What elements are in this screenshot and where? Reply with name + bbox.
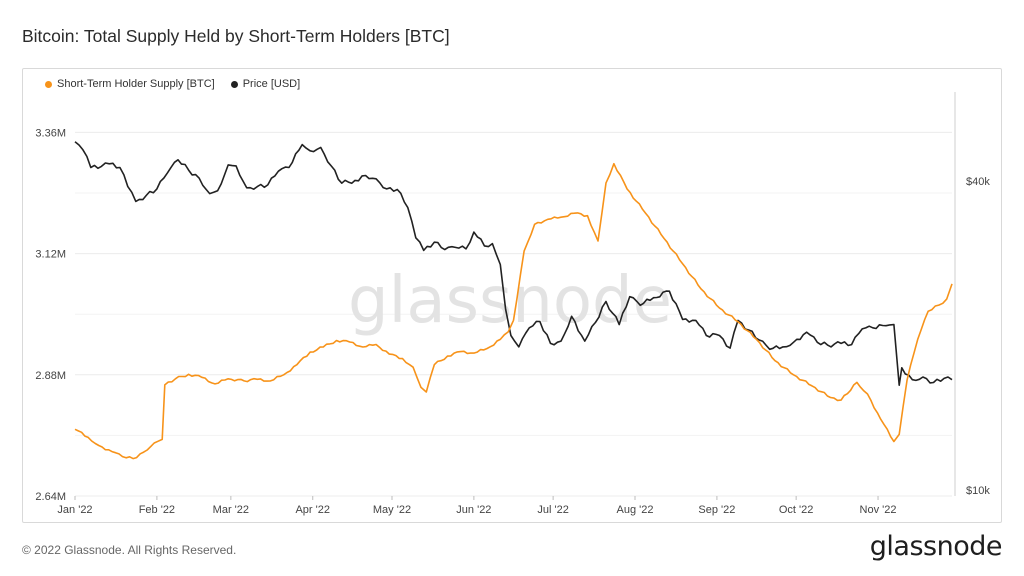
copyright-text: © 2022 Glassnode. All Rights Reserved. [22, 543, 237, 557]
legend-dot-price [230, 80, 238, 88]
x-tick-label: Nov '22 [860, 504, 897, 516]
brand-logo: glassnode [869, 531, 1003, 562]
x-tick-label: Aug '22 [617, 504, 654, 516]
left-tick-label: 2.64M [35, 491, 66, 503]
x-tick-label: Oct '22 [779, 504, 814, 516]
legend-item-price[interactable]: Price [USD] [230, 78, 301, 90]
right-axis-ticks: $10k $40k [966, 176, 990, 497]
x-tick-label: Feb '22 [139, 504, 175, 516]
x-tick-label: Jan '22 [57, 504, 92, 516]
grid-lines [75, 131, 952, 497]
legend-label-sth-supply: Short-Term Holder Supply [BTC] [57, 78, 215, 90]
chart-panel [22, 68, 1002, 523]
x-tick-label: Jun '22 [456, 504, 491, 516]
right-tick-label: $10k [966, 485, 990, 497]
x-tick-label: Mar '22 [213, 504, 249, 516]
x-tick-label: Apr '22 [295, 504, 330, 516]
series-line-sth-supply [74, 162, 953, 460]
legend-item-sth-supply[interactable]: Short-Term Holder Supply [BTC] [45, 78, 215, 90]
watermark: glassnode [348, 264, 672, 338]
series-layer [74, 141, 953, 460]
x-tick-label: Sep '22 [698, 504, 735, 516]
legend-dot-sth-supply [45, 80, 52, 88]
chart-legend: Short-Term Holder Supply [BTC] Price [US… [45, 78, 316, 90]
left-tick-label: 3.12M [35, 249, 66, 261]
left-tick-label: 2.88M [35, 370, 66, 382]
x-axis-ticks: Jan '22 Feb '22 Mar '22 Apr '22 May '22 Jun '… [57, 496, 897, 516]
legend-label-price: Price [USD] [242, 78, 301, 90]
x-tick-label: Jul '22 [537, 504, 568, 516]
left-tick-label: 3.36M [35, 127, 66, 139]
series-line-price [74, 141, 953, 386]
left-axis-ticks: 2.64M 2.88M 3.12M 3.36M [35, 127, 66, 503]
right-tick-label: $40k [966, 176, 990, 188]
x-tick-label: May '22 [373, 504, 411, 516]
chart-title: Bitcoin: Total Supply Held by Short-Term… [22, 26, 450, 46]
